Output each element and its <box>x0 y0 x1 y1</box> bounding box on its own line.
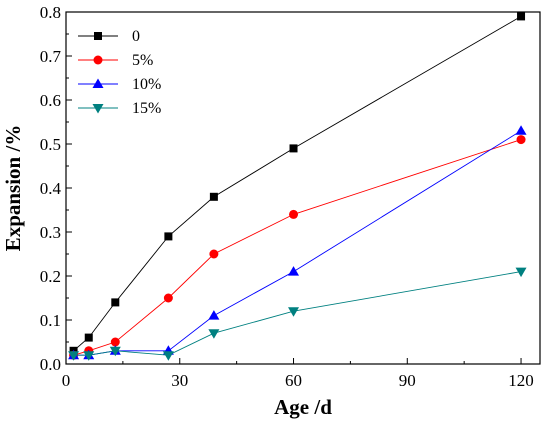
data-point-series-1 <box>516 135 526 145</box>
x-axis-title: Age /d <box>274 395 332 419</box>
data-point-series-3 <box>109 346 121 357</box>
data-point-series-2 <box>208 310 220 320</box>
data-point-series-0 <box>164 232 173 241</box>
data-point-series-3 <box>515 267 527 278</box>
legend-label-3: 15% <box>132 100 161 117</box>
data-point-series-1 <box>163 293 173 303</box>
legend-label-0: 0 <box>132 28 140 45</box>
data-point-series-1 <box>289 209 299 219</box>
data-point-series-1 <box>110 337 120 347</box>
y-tick-label: 0.7 <box>40 47 62 66</box>
data-point-series-3 <box>162 351 174 361</box>
legend-label-1: 5% <box>132 52 153 69</box>
series-line-2 <box>73 130 522 356</box>
legend-marker-0 <box>94 32 102 40</box>
y-tick-label: 0.4 <box>40 179 62 198</box>
y-tick-label: 0.2 <box>40 267 61 286</box>
y-axis-title: Expansion /% <box>1 125 25 252</box>
y-tick-label: 0.8 <box>40 3 61 22</box>
data-point-series-0 <box>209 192 218 201</box>
x-tick-label: 60 <box>285 371 302 390</box>
x-tick-label: 30 <box>171 371 188 390</box>
data-point-series-2 <box>288 266 300 276</box>
y-tick-label: 0.1 <box>40 311 61 330</box>
y-tick-label: 0.0 <box>40 355 61 374</box>
y-tick-label: 0.3 <box>40 223 61 242</box>
legend-label-2: 10% <box>132 76 161 93</box>
data-point-series-3 <box>68 351 80 361</box>
x-tick-label: 90 <box>399 371 416 390</box>
data-point-series-0 <box>289 144 298 153</box>
x-tick-label: 120 <box>508 371 534 390</box>
data-point-series-0 <box>517 12 526 21</box>
y-tick-label: 0.6 <box>40 91 61 110</box>
series-line-3 <box>73 271 522 356</box>
data-point-series-3 <box>208 329 220 339</box>
data-point-series-2 <box>515 125 527 135</box>
data-point-series-3 <box>83 351 95 361</box>
data-point-series-0 <box>111 298 120 307</box>
legend-marker-1 <box>93 55 103 65</box>
data-point-series-0 <box>84 333 93 342</box>
legend-marker-2 <box>92 78 104 88</box>
x-tick-label: 0 <box>62 371 71 390</box>
data-point-series-1 <box>209 249 219 259</box>
data-point-series-3 <box>288 307 300 317</box>
legend-marker-3 <box>92 104 104 114</box>
y-tick-label: 0.5 <box>40 135 61 154</box>
